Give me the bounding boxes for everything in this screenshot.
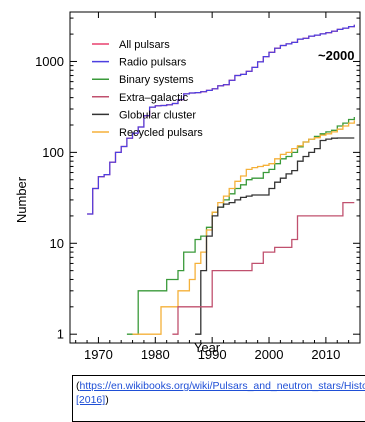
caption-close-paren: ) xyxy=(105,394,109,406)
y-tick-label: 1000 xyxy=(35,54,64,69)
source-caption: (https://en.wikibooks.org/wiki/Pulsars_a… xyxy=(72,375,365,422)
series-line-4 xyxy=(195,137,355,335)
series-line-1 xyxy=(87,24,355,215)
legend-label-3: Extra–galactic xyxy=(119,92,189,104)
legend-label-0: All pulsars xyxy=(119,39,170,51)
x-tick-label: 2000 xyxy=(255,347,284,362)
axes-frame xyxy=(69,11,361,344)
pulsar-discoveries-chart: 1970 1980 1990 2000 2010 1 10 100 1000 All pulsa… xyxy=(14,11,361,362)
x-tick-label: 1970 xyxy=(84,347,113,362)
y-tick-label: 100 xyxy=(42,145,64,160)
x-axis-label: Year xyxy=(194,340,221,355)
annotation-text: ~2000 xyxy=(318,48,355,63)
y-tick-label: 10 xyxy=(50,236,64,251)
legend-label-5: Recycled pulsars xyxy=(119,127,203,139)
y-axis-label: Number xyxy=(14,176,29,223)
legend-label-2: Binary systems xyxy=(119,74,194,86)
plot-area xyxy=(70,12,360,343)
legend-label-1: Radio pulsars xyxy=(119,57,187,69)
series-line-3 xyxy=(172,201,355,335)
x-tick-label: 1980 xyxy=(141,347,170,362)
series-line-2 xyxy=(126,117,355,335)
source-link[interactable]: https://en.wikibooks.org/wiki/Pulsars_an… xyxy=(76,380,365,406)
x-tick-label: 1990 xyxy=(198,347,227,362)
caption-open-paren: ( xyxy=(76,380,80,392)
x-tick-label: 2010 xyxy=(311,347,340,362)
legend-label-4: Globular cluster xyxy=(119,109,196,121)
y-tick-label: 1 xyxy=(57,327,64,342)
series-line-5 xyxy=(132,120,355,335)
